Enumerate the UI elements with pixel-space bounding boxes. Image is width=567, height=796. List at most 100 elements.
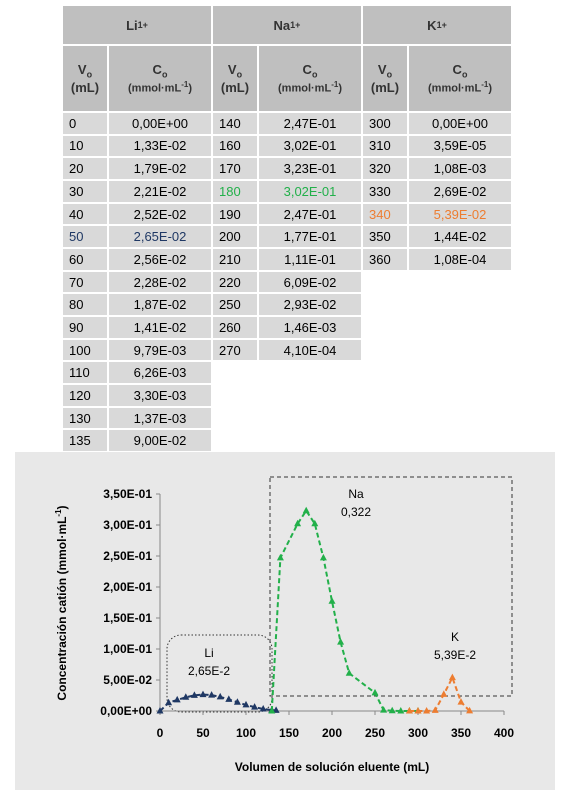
c-cell: 2,65E-02 — [108, 225, 212, 248]
v-header: Vo (mL) — [362, 45, 408, 112]
v-value: 50 — [69, 229, 84, 245]
y-tick-label: 3,00E-01 — [103, 518, 152, 532]
annotation-name: Li — [204, 646, 213, 660]
v-value: 120 — [69, 387, 91, 403]
v-symbol: Vo — [228, 62, 242, 80]
c-cell: 2,47E-01 — [258, 202, 362, 226]
v-value: 310 — [369, 138, 391, 154]
v-cell: 70 — [62, 270, 108, 294]
ion-charge: 1+ — [137, 20, 148, 30]
series-marker — [440, 690, 448, 697]
c-value: 6,09E-02 — [283, 274, 337, 290]
v-cell: 100 — [62, 338, 108, 362]
x-tick-label: 250 — [365, 726, 385, 740]
c-value: 4,10E-04 — [283, 342, 337, 358]
v-value: 170 — [219, 161, 241, 177]
c-main: C — [302, 62, 312, 78]
v-cell: 160 — [212, 134, 258, 158]
v-sub: o — [86, 69, 93, 80]
series-marker — [156, 707, 164, 714]
c-cell: 1,46E-03 — [258, 316, 362, 339]
series-marker — [294, 519, 302, 527]
series-marker — [259, 704, 267, 712]
v-cell: 135 — [62, 429, 108, 453]
v-cell: 310 — [362, 134, 408, 158]
v-cell: 350 — [362, 225, 408, 248]
c-value: 1,33E-02 — [133, 138, 187, 154]
c-cell: 3,23E-01 — [258, 157, 362, 180]
series-marker — [466, 706, 474, 714]
v-cell: 250 — [212, 293, 258, 317]
series-marker — [272, 706, 280, 713]
series-marker — [423, 706, 431, 714]
c-cell: 1,41E-02 — [108, 316, 212, 339]
c-cell: 3,02E-01 — [258, 180, 362, 203]
v-cell: 200 — [212, 225, 258, 248]
v-main: V — [377, 62, 387, 78]
v-value: 130 — [69, 410, 91, 426]
c-cell: 3,59E-05 — [408, 134, 512, 158]
c-unit-end: ) — [338, 82, 342, 95]
c-cell: 9,79E-03 — [108, 338, 212, 362]
v-value: 60 — [69, 251, 84, 267]
c-value: 2,69E-02 — [433, 183, 487, 199]
v-value: 110 — [69, 365, 90, 381]
v-value: 270 — [219, 342, 241, 358]
v-value: 0 — [69, 115, 77, 131]
v-cell: 180 — [212, 180, 258, 203]
series-marker — [457, 698, 465, 705]
c-cell: 6,09E-02 — [258, 270, 362, 294]
c-value: 2,47E-01 — [283, 206, 337, 222]
c-cell: 1,08E-04 — [408, 248, 512, 271]
c-unit: (mmol·mL-1) — [278, 80, 342, 95]
x-axis-label: Volumen de solución eluente (mL) — [235, 760, 429, 774]
v-cell: 60 — [62, 248, 108, 271]
c-symbol: Co — [153, 62, 168, 80]
na-k-box — [269, 476, 513, 697]
c-cell: 1,11E-01 — [258, 248, 362, 271]
c-value: 1,44E-02 — [433, 229, 487, 245]
v-cell: 340 — [362, 202, 408, 226]
v-value: 160 — [219, 138, 241, 154]
series-marker — [233, 698, 241, 705]
x-tick-label: 350 — [451, 726, 471, 740]
v-value: 330 — [369, 183, 391, 199]
c-value: 1,37E-03 — [133, 410, 187, 426]
series-marker — [337, 638, 345, 645]
c-symbol: Co — [453, 62, 468, 80]
v-sub: o — [386, 69, 393, 80]
v-header: Vo (mL) — [212, 45, 258, 112]
ion-name: Na — [273, 17, 291, 33]
series-marker — [345, 669, 353, 676]
ion-header: K 1+ — [362, 5, 512, 45]
v-cell: 90 — [62, 316, 108, 339]
x-tick-label: 150 — [279, 726, 299, 740]
v-value: 190 — [219, 206, 241, 222]
y-label-text: Concentración catión (mmol·mL — [55, 517, 69, 701]
v-value: 340 — [369, 206, 391, 222]
c-value: 9,00E-02 — [133, 433, 187, 449]
c-cell: 3,02E-01 — [258, 134, 362, 158]
c-value: 2,47E-01 — [283, 115, 337, 131]
c-cell: 6,26E-03 — [108, 361, 212, 385]
series-marker — [199, 690, 207, 698]
series-marker — [242, 700, 250, 708]
ion-header: Li 1+ — [62, 5, 212, 45]
c-value: 2,56E-02 — [133, 251, 187, 267]
series-marker — [208, 691, 216, 698]
v-symbol: Vo — [78, 62, 92, 80]
v-cell: 0 — [62, 112, 108, 135]
v-cell: 300 — [362, 112, 408, 135]
c-unit: (mmol·mL-1) — [128, 80, 192, 95]
series-marker — [251, 703, 259, 710]
c-value: 0,00E+00 — [131, 115, 189, 131]
v-value: 360 — [369, 251, 391, 267]
v-main: V — [77, 62, 87, 78]
v-cell: 260 — [212, 316, 258, 339]
c-sub: o — [461, 69, 468, 80]
c-cell: 2,28E-02 — [108, 270, 212, 294]
x-tick-label: 100 — [236, 726, 256, 740]
x-tick-label: 300 — [408, 726, 428, 740]
